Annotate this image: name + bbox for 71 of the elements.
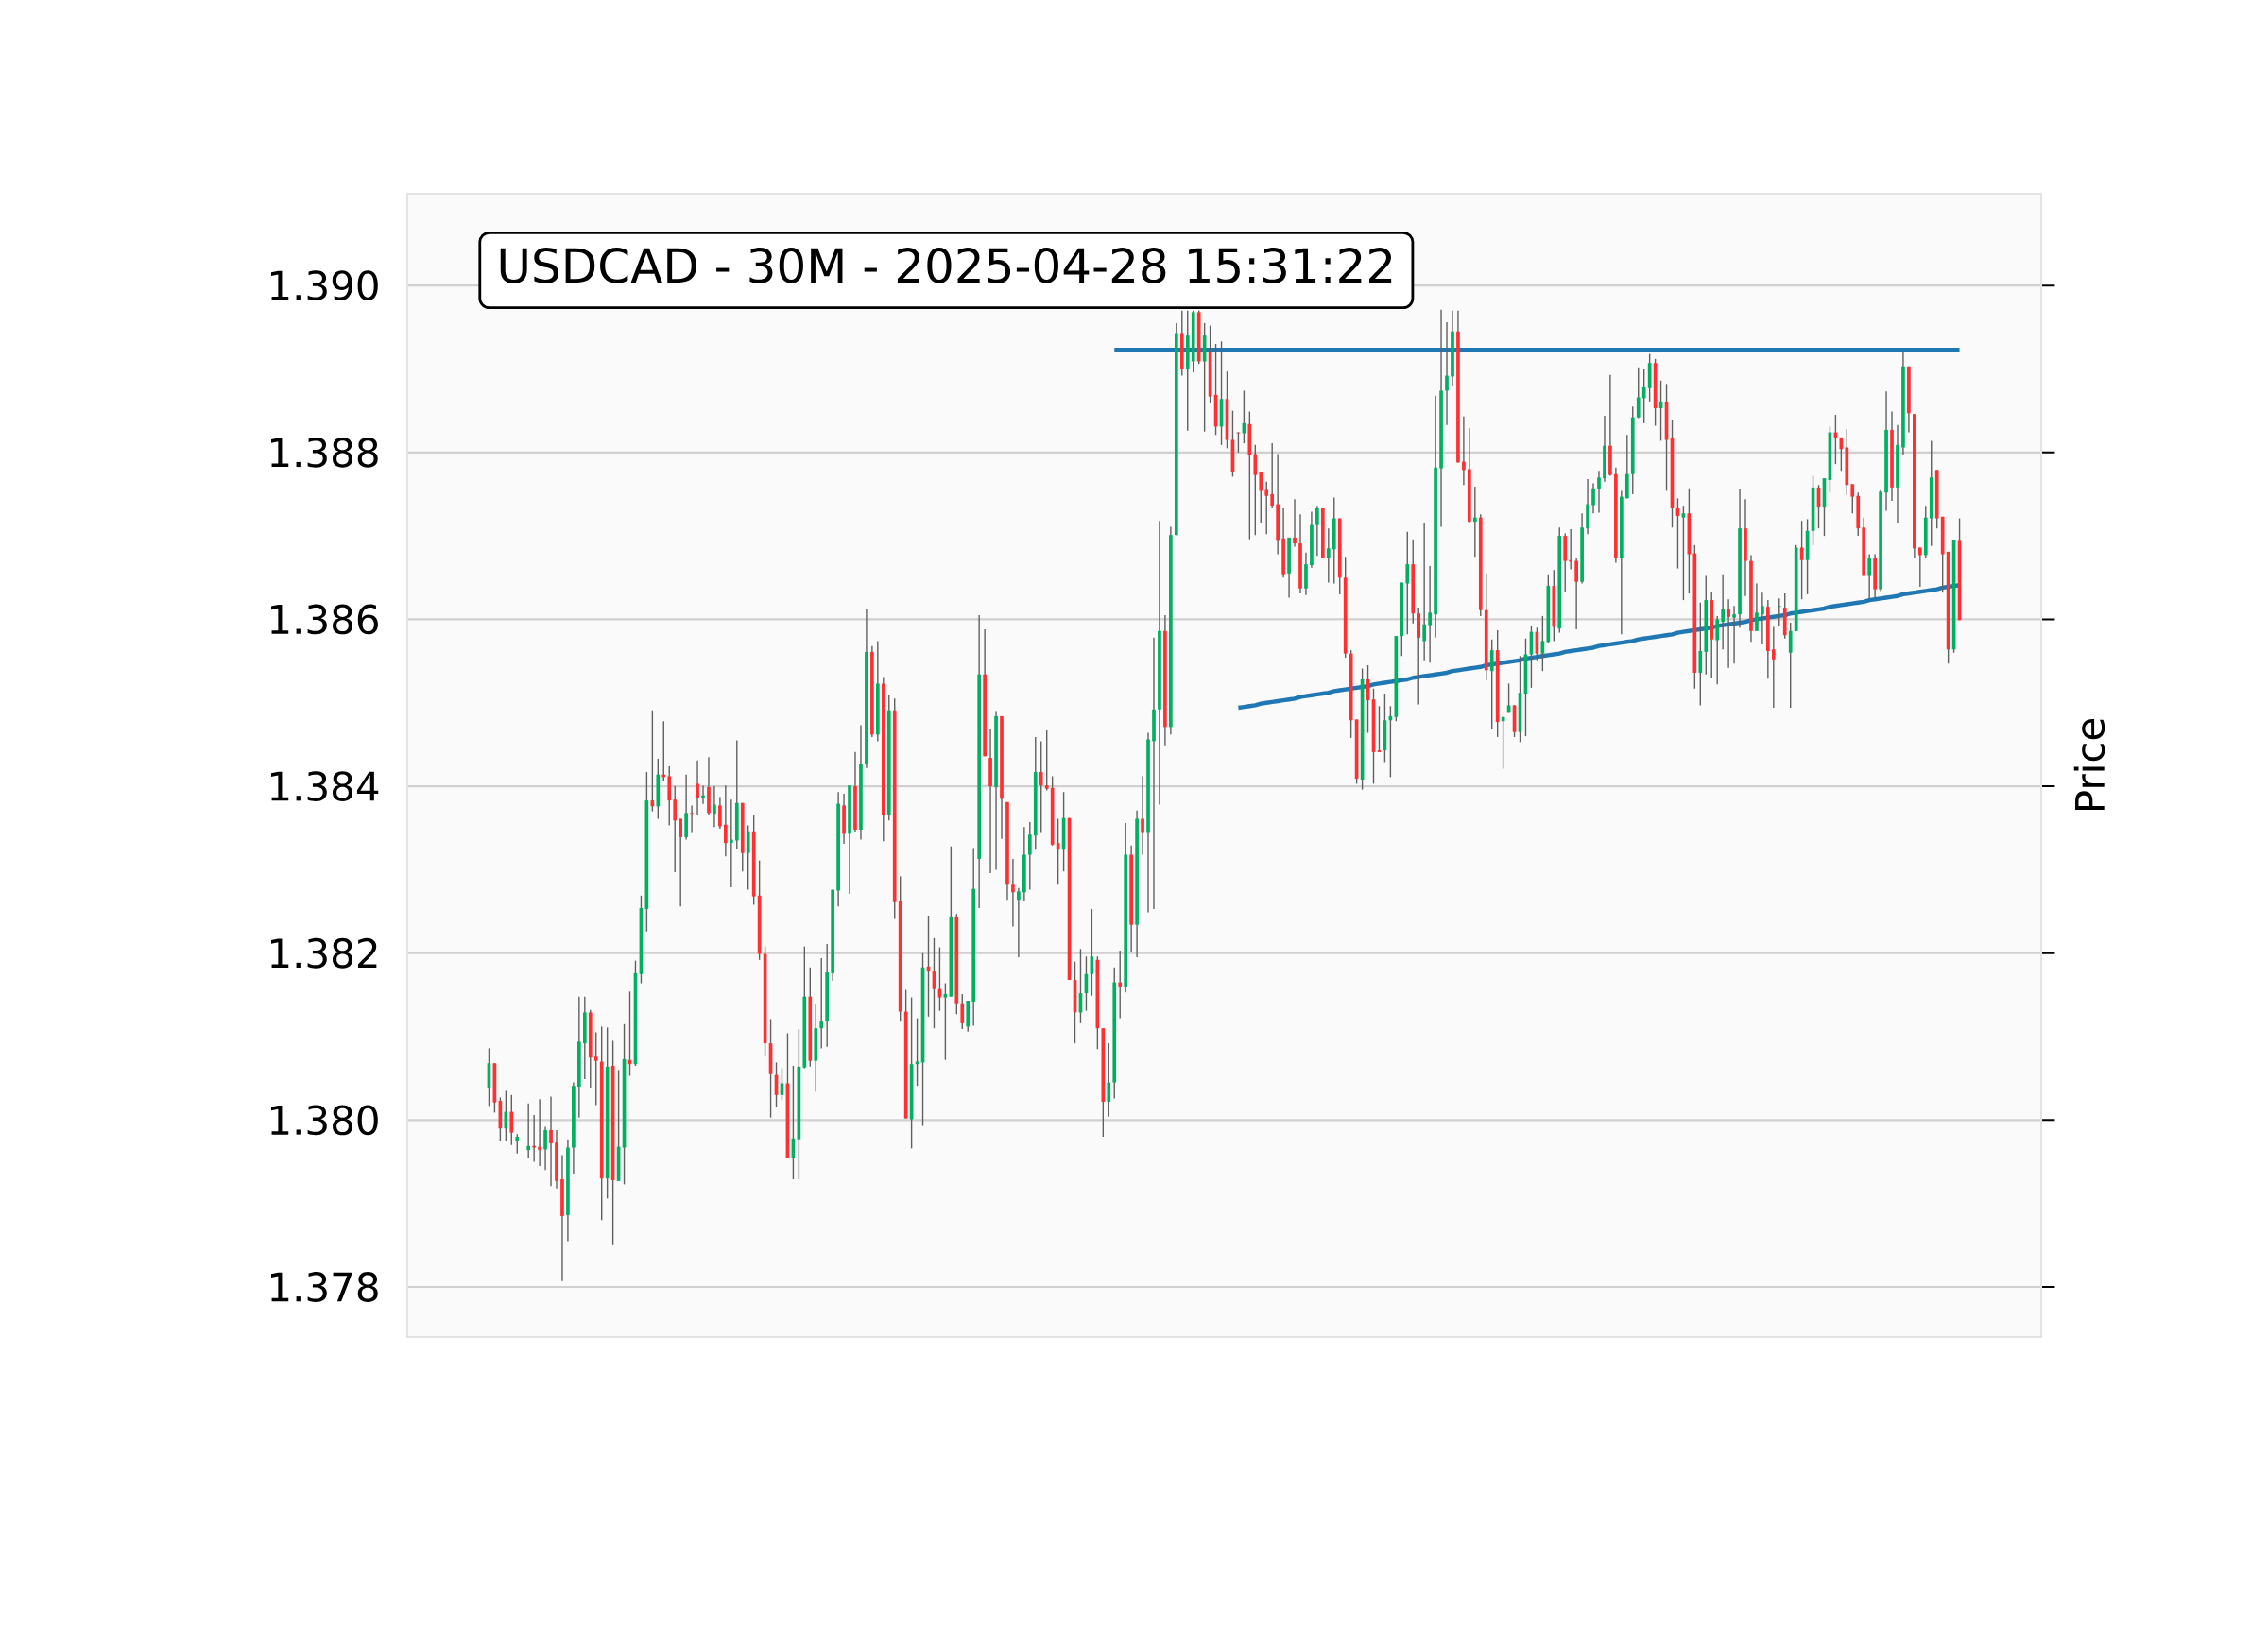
candlestick [1405,530,1410,636]
candlestick [679,817,683,907]
candlestick [819,957,824,1050]
candlestick [1259,472,1263,523]
candlestick [593,1031,598,1107]
candlestick [1141,775,1144,856]
y-tick-label: 1.388 [270,437,378,468]
candlestick [1715,615,1720,686]
y-axis-title: Price [2073,718,2105,811]
candlestick [1472,486,1477,558]
candlestick [1270,442,1275,509]
candlestick [1591,482,1595,514]
candlestick [1755,582,1759,632]
candlestick [690,804,694,834]
candlestick [1422,522,1427,661]
text: USDCAD - 30M - 2025-04-28 15:31:22 [500,248,1392,283]
candlestick [1462,416,1466,486]
candlestick [1727,598,1730,669]
candlestick [1027,821,1032,891]
candlestick [1917,546,1922,588]
y-tick-label: 1.386 [270,604,378,635]
y-tick-label: 1.380 [270,1105,378,1136]
candlestick [1636,367,1641,420]
candlestick [1574,557,1578,630]
candlestick [1698,602,1703,707]
candlestick [543,1125,547,1172]
candlestick [1293,498,1297,548]
candlestick [1867,553,1872,600]
candlestick [1017,887,1021,958]
candlestick [538,1098,541,1167]
y-tick-label: 1.378 [270,1272,378,1302]
candlestick [1011,858,1015,928]
candlestick [1044,729,1049,792]
candlestick [1315,506,1319,558]
candlestick [746,824,750,891]
candlestick [1264,481,1269,536]
candlestick [713,785,716,829]
y-tick-label: 1.390 [270,270,378,301]
candlestick [1326,527,1331,584]
candlestick [1107,1042,1111,1118]
candlestick [1777,597,1781,627]
candlestick [515,1133,520,1155]
candlestick [1445,321,1449,426]
candlestick [1597,470,1601,514]
candlestick [1641,368,1646,424]
candlestick [1681,506,1686,601]
candlestick [509,1094,514,1146]
candlestick [1732,605,1736,664]
candlestick [1761,592,1764,645]
candlestick [673,785,678,873]
y-tick-label: 1.382 [270,937,377,969]
candlestick [718,796,722,830]
candlestick [1850,483,1855,514]
candlestick [532,1114,536,1163]
candlestick [549,1095,553,1187]
candlestick [1428,565,1432,664]
candlestick [1489,638,1494,729]
candlestick [1118,950,1123,1020]
candlestick [1721,574,1725,650]
candlestick [724,784,728,857]
candlestick [1771,626,1776,709]
y-tick-label: 1.384 [270,771,379,801]
candlestick [1788,622,1793,709]
candlestick [526,1103,531,1158]
candlestick [1253,444,1258,536]
candlestick [1152,637,1156,910]
candlestick [943,982,948,1061]
candlestick [729,798,733,888]
candlestick [1039,740,1043,834]
candlestick [696,759,699,816]
candlestick [960,993,965,1030]
